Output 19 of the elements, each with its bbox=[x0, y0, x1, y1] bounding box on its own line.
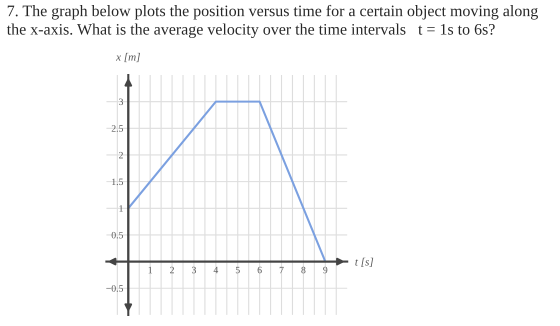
x-tick-label: 7 bbox=[280, 266, 284, 274]
x-tick-label: 1 bbox=[148, 266, 152, 274]
x-tick-label: 8 bbox=[301, 266, 306, 274]
x-tick-label: 3 bbox=[192, 266, 196, 274]
x-tick-label: 9 bbox=[323, 266, 328, 274]
x-tick-label: 2 bbox=[170, 266, 174, 274]
x-tick-label: 4 bbox=[214, 266, 218, 274]
x-tick-label: 5 bbox=[236, 266, 240, 274]
y-tick-label: 2.5 bbox=[112, 125, 124, 132]
x-tick-label: 6 bbox=[258, 266, 262, 274]
x-axis-title: t [s] bbox=[355, 258, 374, 267]
chart-title: 7. The graph below plots the position versus time for a certain object moving along the x-axis. What is the average velocity over the time intervals t = 1s to 6s? bbox=[6, 4, 538, 38]
y-tick-label: 0.5 bbox=[112, 232, 124, 238]
y-tick-label: −0.5 bbox=[106, 285, 124, 292]
y-tick-label: 1.5 bbox=[112, 178, 124, 186]
y-tick-label: 1 bbox=[119, 205, 123, 212]
y-tick-label: 3 bbox=[119, 98, 124, 106]
y-axis-title: x [m] bbox=[116, 52, 140, 62]
y-tick-label: 2 bbox=[118, 152, 123, 158]
